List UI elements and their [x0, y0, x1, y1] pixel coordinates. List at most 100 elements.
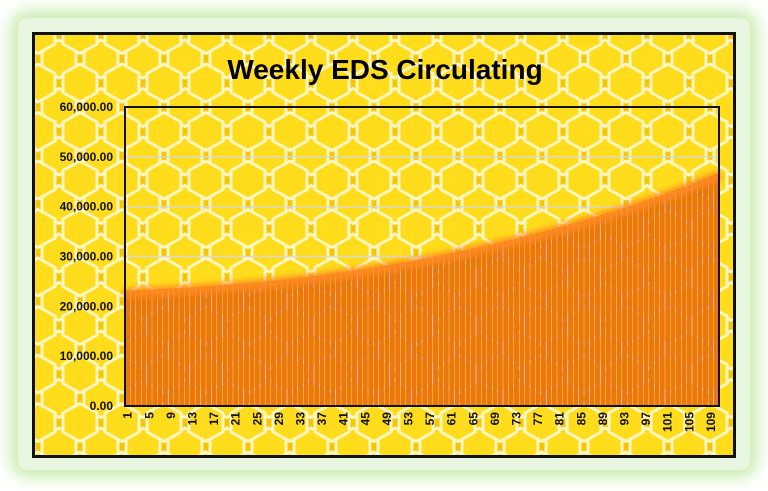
bar	[584, 219, 590, 407]
bar	[713, 174, 719, 407]
x-tick-label: 69	[488, 412, 502, 426]
bar	[578, 221, 584, 407]
x-tick-label: 41	[337, 412, 351, 426]
bar	[146, 289, 152, 407]
bar	[281, 279, 287, 407]
bar	[130, 290, 136, 407]
bar	[427, 257, 433, 407]
bar	[589, 218, 595, 407]
chart-title: Weekly EDS Circulating	[227, 54, 542, 85]
bar	[611, 211, 617, 407]
bar	[287, 279, 293, 407]
bar	[163, 288, 168, 407]
bar	[433, 256, 438, 407]
bar	[379, 266, 384, 407]
bar	[325, 274, 330, 407]
bar	[346, 271, 352, 407]
bar	[562, 225, 568, 407]
x-tick-label: 21	[229, 412, 243, 426]
bar	[190, 287, 195, 407]
bar	[487, 245, 492, 407]
bar	[600, 214, 606, 407]
x-tick-label: 61	[445, 412, 459, 426]
bar	[157, 289, 163, 407]
bar	[314, 275, 320, 407]
bar	[384, 265, 390, 407]
bar	[238, 283, 244, 407]
x-tick-label: 13	[186, 412, 200, 426]
y-tick-label: 10,000.00	[60, 349, 114, 363]
bar	[443, 254, 449, 407]
bar	[233, 284, 239, 407]
bar	[319, 275, 325, 407]
bar	[541, 231, 546, 407]
bar	[168, 288, 174, 407]
bar	[460, 251, 465, 407]
bar	[670, 191, 676, 407]
x-tick-label: 73	[510, 412, 524, 426]
x-tick-label: 57	[423, 412, 437, 426]
bar	[530, 234, 536, 407]
plot-area: 0.00 10,000.00 20,000.00 30,000.00 40,000.00…	[60, 100, 722, 432]
bar	[659, 194, 665, 407]
bar	[703, 178, 708, 407]
bar	[508, 239, 514, 407]
bar	[125, 290, 131, 407]
bar	[271, 280, 276, 407]
bar	[352, 270, 357, 407]
x-tick-label: 17	[207, 412, 221, 426]
bar	[557, 227, 563, 407]
bar	[389, 264, 395, 407]
bar	[206, 286, 212, 407]
y-tick-label: 60,000.00	[60, 100, 114, 114]
y-tick-label: 40,000.00	[60, 200, 114, 214]
x-tick-label: 49	[380, 412, 394, 426]
bar	[341, 272, 347, 407]
bar	[222, 285, 228, 407]
bar	[195, 287, 201, 407]
bar	[476, 247, 482, 407]
x-tick-label: 29	[272, 412, 286, 426]
bar	[395, 263, 401, 407]
y-tick-label: 30,000.00	[60, 250, 114, 264]
bar	[368, 268, 374, 407]
bar	[708, 176, 714, 407]
bar	[697, 180, 703, 407]
x-tick-label: 89	[596, 412, 610, 426]
bar	[152, 289, 158, 407]
bar	[249, 282, 255, 407]
bar	[211, 285, 217, 407]
x-tick-label: 81	[553, 412, 567, 426]
bar	[308, 276, 314, 407]
bar	[638, 202, 644, 407]
bar	[330, 273, 336, 407]
x-tick-label: 105	[682, 412, 696, 432]
x-tick-label: 25	[250, 412, 264, 426]
bar	[357, 269, 363, 407]
plot-border	[124, 106, 720, 407]
bar	[244, 283, 249, 407]
y-tick-label: 50,000.00	[60, 150, 114, 164]
x-tick-label: 101	[661, 412, 675, 432]
bar	[227, 284, 233, 407]
bar	[654, 196, 660, 407]
bar-top-glow	[122, 171, 722, 298]
bar	[676, 189, 681, 407]
x-tick-label: 77	[531, 412, 545, 426]
y-tick-label: 0.00	[90, 399, 114, 413]
bar	[449, 253, 455, 407]
bar	[373, 267, 379, 407]
bar	[643, 200, 649, 407]
bar	[298, 277, 303, 407]
bar	[438, 255, 444, 407]
bar	[362, 268, 368, 407]
bar	[465, 249, 471, 407]
bar	[627, 206, 633, 407]
bar	[416, 259, 422, 407]
y-tick-label: 20,000.00	[60, 299, 114, 313]
bar	[406, 261, 411, 407]
bar	[573, 222, 579, 407]
chart-svg: Weekly EDS Circulating 0.00 10,000.00 20,0…	[35, 35, 733, 455]
bar	[503, 241, 509, 407]
bar	[551, 228, 557, 407]
